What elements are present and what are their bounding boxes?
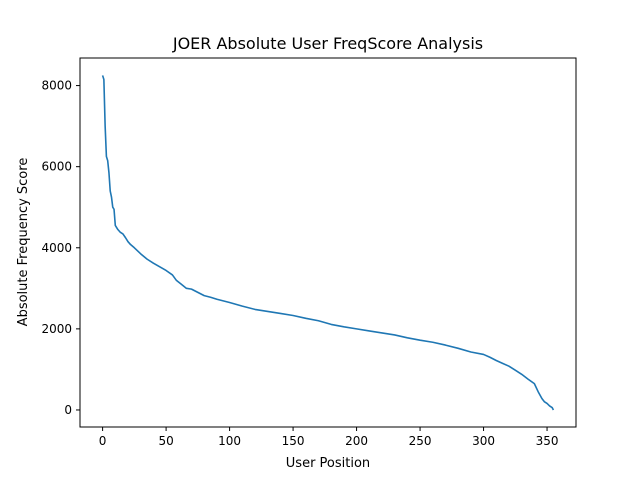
- y-tick-label: 2000: [41, 322, 72, 336]
- x-tick-label: 150: [282, 434, 305, 448]
- y-axis: 0 2000 4000 6000 8000: [41, 79, 80, 417]
- series-layer: [101, 75, 555, 411]
- chart-title: JOER Absolute User FreqScore Analysis: [172, 34, 483, 53]
- x-tick-label: 300: [472, 434, 495, 448]
- x-tick-label: 350: [536, 434, 559, 448]
- x-axis-label: User Position: [286, 456, 370, 471]
- series-line: [101, 75, 555, 411]
- plot-area: [79, 57, 577, 428]
- x-axis: 0 50 100 150 200 250 300 350: [99, 427, 559, 448]
- y-tick-label: 4000: [41, 241, 72, 255]
- x-tick-label: 250: [409, 434, 432, 448]
- x-tick-label: 0: [99, 434, 107, 448]
- y-axis-label: Absolute Frequency Score: [16, 158, 31, 327]
- y-tick-label: 8000: [41, 79, 72, 93]
- x-tick-label: 50: [158, 434, 173, 448]
- x-tick-label: 200: [345, 434, 368, 448]
- y-tick-label: 6000: [41, 160, 72, 174]
- y-tick-label: 0: [64, 403, 72, 417]
- x-tick-label: 100: [218, 434, 241, 448]
- plot-frame: [79, 57, 577, 428]
